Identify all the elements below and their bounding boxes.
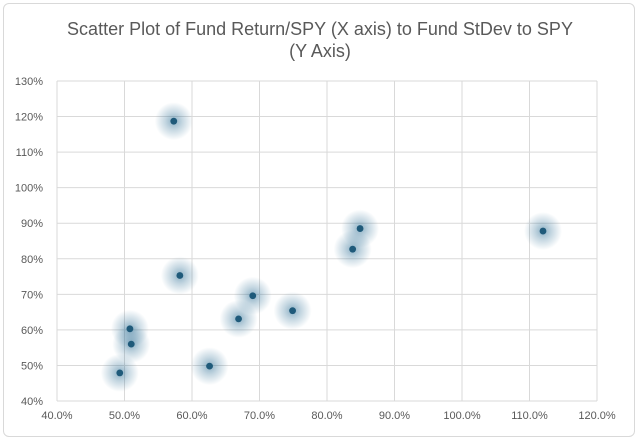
x-tick-label: 40.0% xyxy=(41,410,72,422)
x-tick-label: 60.0% xyxy=(176,410,207,422)
y-tick-label: 80% xyxy=(21,254,43,266)
data-point-11 xyxy=(539,227,547,235)
y-tick-label: 60% xyxy=(21,325,43,337)
x-tick-label: 100.0% xyxy=(443,410,481,422)
data-point-9 xyxy=(349,245,357,253)
x-axis-tick-labels: 40.0% 50.0% 60.0% 70.0% 80.0% 90.0% 100.0% 110.… xyxy=(41,410,615,422)
x-tick-label: 50.0% xyxy=(109,410,140,422)
chart-title-line-2: (Y Axis) xyxy=(289,41,351,61)
data-point-10 xyxy=(356,225,364,232)
data-points xyxy=(116,117,547,377)
data-point-2 xyxy=(126,325,134,333)
data-point-6 xyxy=(235,315,242,323)
y-tick-label: 90% xyxy=(21,218,43,230)
y-tick-label: 70% xyxy=(21,289,43,301)
data-point-3 xyxy=(127,340,135,348)
x-tick-label: 90.0% xyxy=(379,410,410,422)
data-point-4 xyxy=(116,369,124,377)
data-point-0 xyxy=(170,117,178,125)
data-point-7 xyxy=(249,292,257,300)
chart-title-line-1: Scatter Plot of Fund Return/SPY (X axis)… xyxy=(67,19,573,39)
x-tick-label: 120.0% xyxy=(578,410,616,422)
y-tick-label: 110% xyxy=(16,147,44,159)
y-tick-label: 40% xyxy=(21,396,43,408)
x-tick-label: 80.0% xyxy=(311,410,342,422)
chart-title: Scatter Plot of Fund Return/SPY (X axis)… xyxy=(0,18,640,62)
y-axis-tick-labels: 40% 50% 60% 70% 80% 90% 100% 110% 120% 130% xyxy=(15,76,43,408)
data-point-8 xyxy=(289,307,296,315)
x-tick-label: 70.0% xyxy=(244,410,275,422)
y-tick-label: 130% xyxy=(15,76,43,88)
horizontal-gridlines xyxy=(57,80,597,402)
y-tick-label: 50% xyxy=(21,360,43,372)
vertical-gridlines xyxy=(56,81,598,401)
point-glows xyxy=(100,102,562,392)
y-tick-label: 100% xyxy=(15,183,43,195)
data-point-1 xyxy=(176,272,184,279)
data-point-5 xyxy=(206,362,213,370)
x-tick-label: 110.0% xyxy=(511,410,548,422)
y-tick-label: 120% xyxy=(15,112,43,124)
